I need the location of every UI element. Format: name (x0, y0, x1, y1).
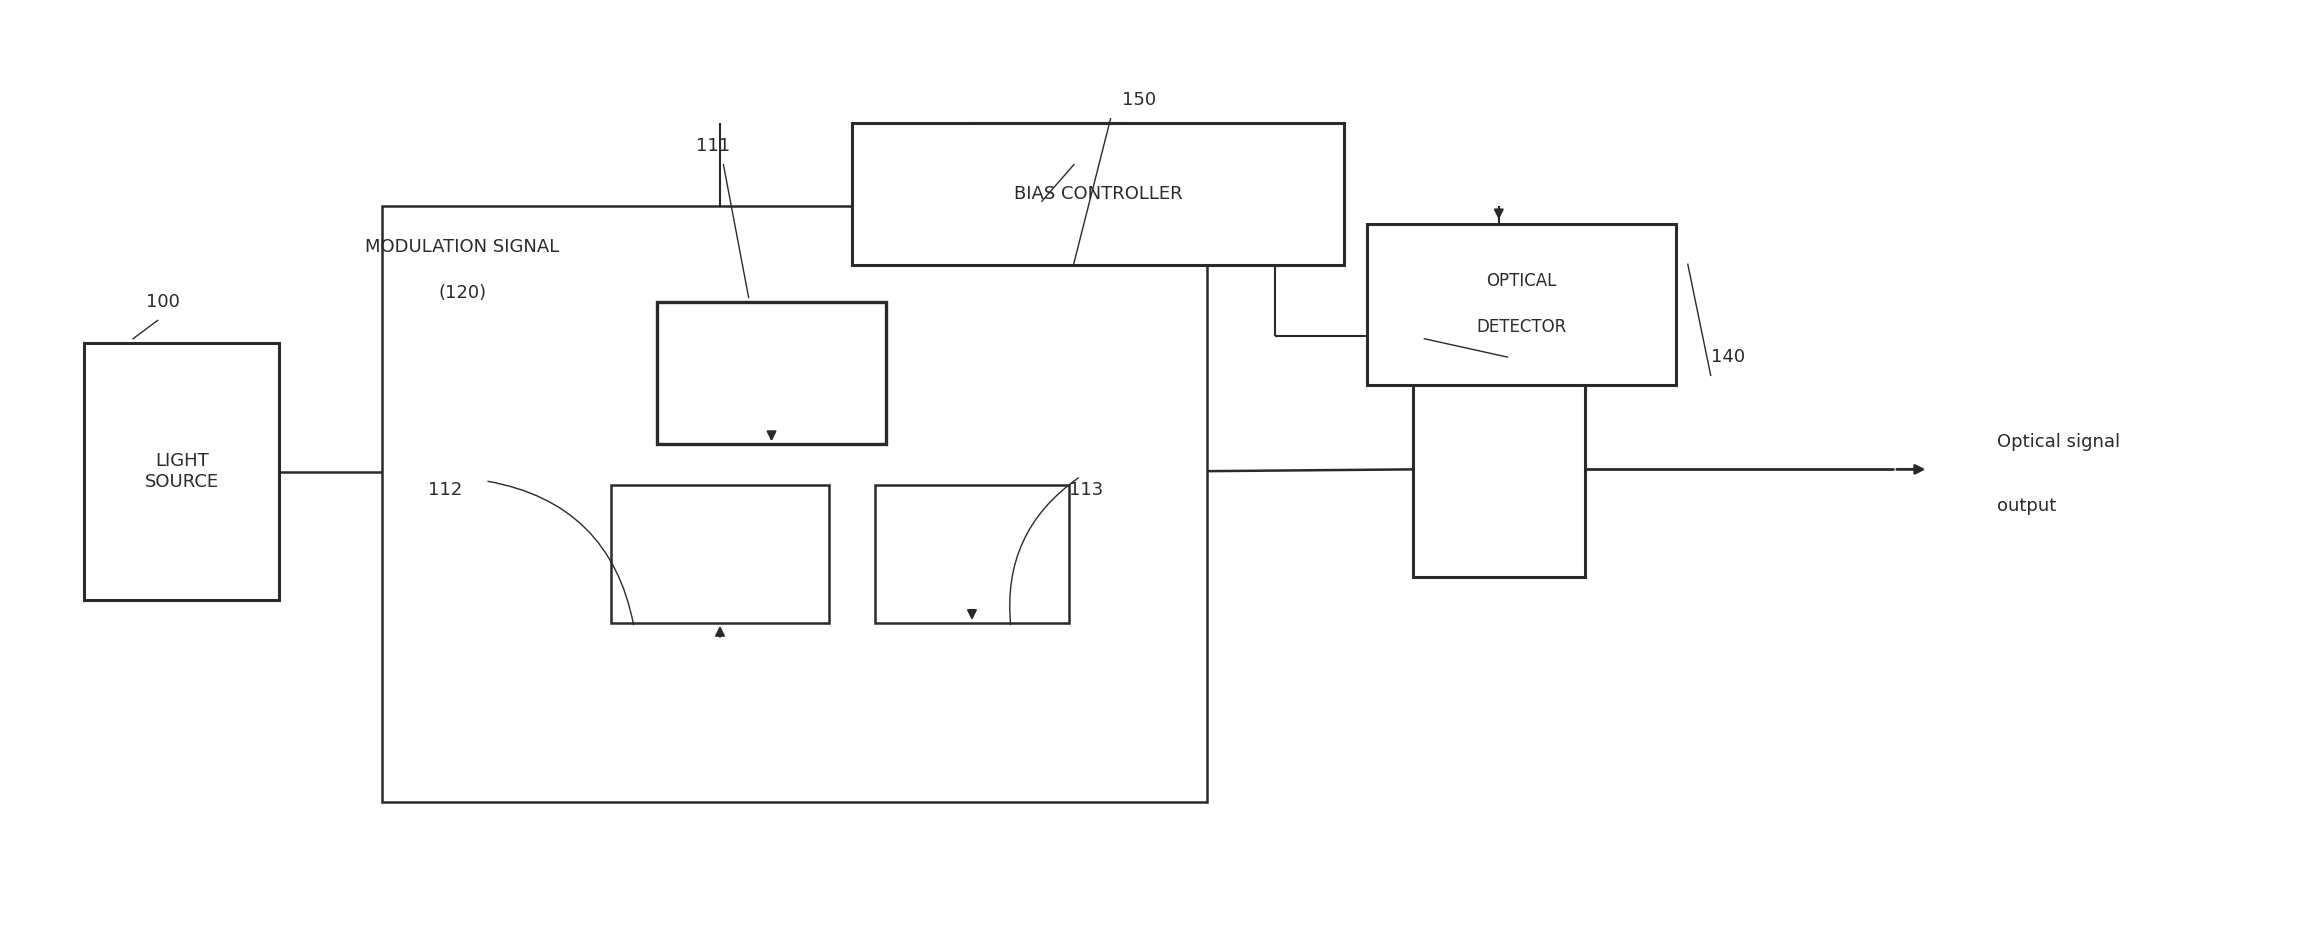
Text: OPTICAL: OPTICAL (1487, 273, 1556, 290)
Text: 100: 100 (147, 293, 179, 311)
Text: (120): (120) (439, 284, 487, 302)
Text: 150: 150 (1122, 92, 1156, 109)
Text: 113: 113 (1069, 481, 1104, 499)
Bar (1414, 362, 1584, 577)
Text: output: output (1998, 497, 2055, 515)
Text: 112: 112 (428, 481, 462, 499)
Text: BIAS CONTROLLER: BIAS CONTROLLER (1014, 185, 1182, 204)
Text: 110: 110 (1051, 137, 1085, 155)
Bar (612, 486, 830, 623)
Bar (1368, 224, 1676, 385)
Bar (874, 486, 1069, 623)
Bar (85, 343, 278, 600)
Text: 111: 111 (697, 137, 731, 155)
Text: Optical signal: Optical signal (1998, 433, 2120, 450)
Text: 140: 140 (1710, 348, 1745, 366)
Text: MODULATION SIGNAL: MODULATION SIGNAL (366, 238, 559, 256)
Bar (851, 123, 1345, 265)
Text: DETECTOR: DETECTOR (1476, 318, 1568, 337)
Bar (382, 206, 1207, 802)
Text: LIGHT
SOURCE: LIGHT SOURCE (145, 452, 218, 491)
Bar (658, 302, 885, 444)
Text: 130: 130 (1398, 312, 1430, 329)
